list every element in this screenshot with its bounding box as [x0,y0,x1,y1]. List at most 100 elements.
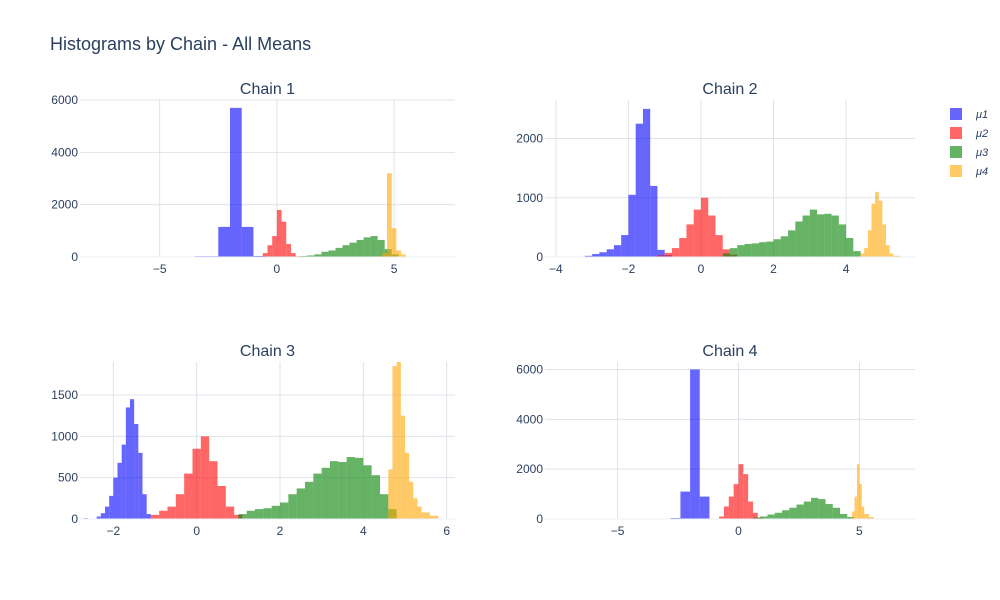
legend-swatch [950,108,962,120]
histogram-bar [743,474,749,519]
histogram-bar [867,230,872,257]
histogram-bar [852,511,855,519]
histogram-bar [281,221,287,257]
histogram-bar [382,253,388,257]
legend-item[interactable]: μ4 [950,165,988,178]
histogram-bar [690,369,700,519]
histogram-bar [241,226,254,257]
x-tick-label: 6 [443,524,450,538]
x-tick-label: 4 [360,524,367,538]
histogram-bar [809,209,818,257]
histogram-bar [715,235,723,257]
histogram-bar [370,236,378,257]
series-3 [238,457,397,519]
histogram-bar [290,253,296,257]
histogram-bar [738,464,744,519]
histogram-bar [748,501,753,519]
x-tick-label: 0 [193,524,200,538]
histogram-bar [409,481,414,519]
x-tick-label: −2 [622,262,636,276]
histogram-bar [657,249,665,257]
x-tick-label: −5 [153,262,167,276]
histogram-bar [885,245,890,257]
y-tick-label: 1500 [51,388,78,402]
histogram-bar [802,215,810,257]
histogram-bar [722,253,730,257]
histogram-bar [125,407,130,519]
histogram-bar [875,191,879,257]
histogram-bar [818,499,826,519]
histogram-bar [613,245,622,257]
histogram-bar [276,209,282,257]
histogram-bar [313,473,322,519]
histogram-bar [421,512,430,519]
histogram-bar [255,509,264,519]
histogram-bar [680,491,691,519]
x-tick-label: 5 [856,524,863,538]
series-1 [584,108,672,257]
histogram-bar [642,108,651,257]
histogram-bar [192,448,201,519]
histogram-bar [788,230,796,257]
histogram-bar [328,250,336,257]
histogram-bar [363,465,372,519]
histogram-bar [225,506,235,519]
series-1 [89,107,266,258]
histogram-bar [130,399,135,519]
histogram-bar [774,512,782,519]
histogram-bar [621,235,629,257]
figure-title: Histograms by Chain - All Means [50,34,311,54]
histogram-bar [773,239,781,257]
x-tick-label: 2 [770,262,777,276]
series-1 [670,369,710,519]
histogram-bar [584,255,593,257]
legend-swatch [950,127,962,139]
series-2 [150,436,243,519]
histogram-bar [871,203,876,257]
histogram-bar [831,215,839,257]
histogram-bar [751,243,760,257]
histogram-bar [305,481,314,519]
histogram-bar [371,475,380,519]
histogram-bar [781,510,790,519]
y-tick-label: 4000 [51,145,78,159]
x-tick-label: 0 [698,262,705,276]
histogram-bar [230,107,242,257]
histogram-bar [392,366,397,519]
histogram-bar [733,484,739,519]
x-tick-label: −5 [611,524,625,538]
histogram-bar [860,253,865,257]
histogram-bar [121,444,126,519]
histogram-bar [321,467,330,519]
histogram-bar [150,514,160,519]
histogram-bar [878,200,883,257]
series-4 [377,173,430,257]
histogram-bar [184,473,193,519]
histogram-bar [288,494,297,519]
series-2 [258,209,301,257]
legend-item[interactable]: μ2 [950,127,988,140]
y-tick-label: 1000 [51,429,78,443]
histogram-bar [405,452,410,519]
histogram-bar [388,469,393,519]
histogram-bar [356,239,364,257]
legend-item[interactable]: μ1 [950,108,988,121]
series-1 [84,399,151,519]
histogram-bar [246,510,255,519]
histogram-bar [387,173,392,257]
series-4 [852,464,874,519]
histogram-bar [280,502,289,519]
histogram-bar [263,508,272,519]
histogram-bar [355,457,364,519]
subplot-4: 0 2000 4000 6000 −5 0 5 Chain 4 [516,343,915,538]
legend-item[interactable]: μ3 [950,146,989,159]
subplot-title: Chain 3 [240,343,295,360]
y-tick-label: 4000 [516,412,543,426]
series-3 [752,497,855,519]
histogram-bar [117,462,122,519]
histogram-bar [796,504,804,519]
histogram-bar [838,224,847,257]
histogram-bar [825,504,833,519]
subplot-3: 0 500 1000 1500 −2 0 2 4 6 Chain 3 [51,343,455,538]
histogram-bar [699,496,710,519]
